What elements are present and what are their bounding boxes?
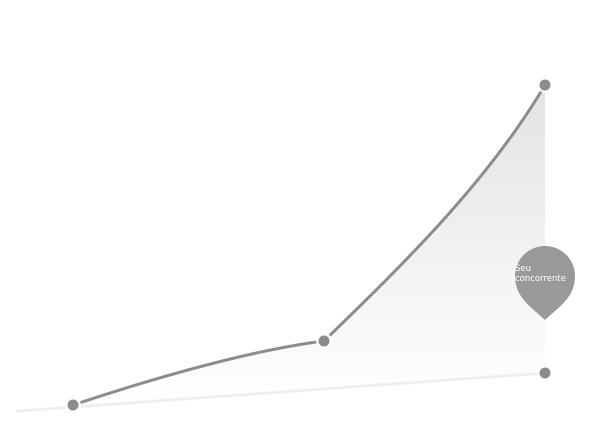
growth-area bbox=[73, 85, 545, 405]
growth-point-end bbox=[539, 79, 551, 91]
growth-point-start bbox=[67, 399, 79, 411]
competitor-point-end bbox=[539, 367, 551, 379]
annotation-label: Seu concorrente bbox=[515, 264, 566, 284]
competitor-line bbox=[16, 371, 547, 413]
annotation-pin-marker bbox=[515, 246, 575, 320]
growth-point-middle bbox=[318, 335, 330, 347]
